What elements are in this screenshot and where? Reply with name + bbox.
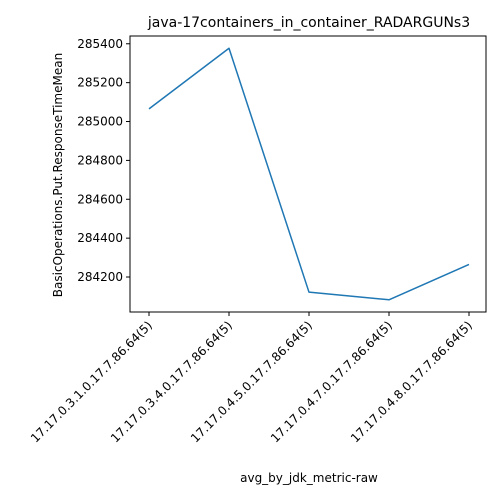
- y-tick-label: 284800: [77, 153, 123, 167]
- y-tick-label: 284600: [77, 192, 123, 206]
- x-axis-title: avg_by_jdk_metric-raw: [240, 471, 378, 485]
- y-tick-label: 284400: [77, 231, 123, 245]
- series-layer: [148, 47, 470, 301]
- chart-title: java-17containers_in_container_RADARGUNs…: [147, 15, 470, 31]
- y-tick-label: 285400: [77, 37, 123, 51]
- y-tick-label: 284200: [77, 270, 123, 284]
- y-tick-label: 285000: [77, 115, 123, 129]
- y-axis-title: BasicOperations.Put.ResponseTimeMean: [51, 53, 65, 297]
- plot-frame: [129, 35, 487, 313]
- x-axis: 17.17.0.3.1.0.17.7.86.64(5)17.17.0.3.4.0…: [28, 312, 475, 445]
- plot-area: [129, 35, 487, 313]
- y-axis: 284200 284400 284600 284800 285000 285200 2854…: [77, 37, 130, 284]
- y-tick-label: 285200: [77, 76, 123, 90]
- series-line: [148, 47, 470, 301]
